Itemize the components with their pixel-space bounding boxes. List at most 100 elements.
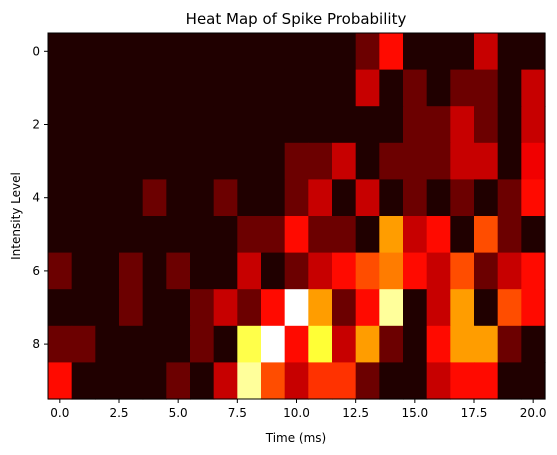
heatmap-cell [284, 142, 309, 180]
heatmap-cell [403, 216, 428, 254]
heatmap-cell [95, 325, 120, 363]
heatmap-cell [521, 142, 546, 180]
heatmap-cell [166, 325, 191, 363]
heatmap-cell [426, 142, 451, 180]
heatmap-cell [71, 106, 96, 144]
heatmap-cell [426, 362, 451, 400]
heatmap-cell [355, 106, 380, 144]
heatmap-cell [213, 142, 238, 180]
heatmap-cell [450, 33, 475, 71]
y-axis-ticks: 0 2 4 6 8 [32, 44, 48, 351]
heatmap-cell [95, 106, 120, 144]
heatmap-cell [332, 362, 357, 400]
heatmap-cell [95, 142, 120, 180]
heatmap-cell [119, 179, 144, 217]
heatmap-cell [261, 252, 286, 290]
heatmap-cell [379, 106, 404, 144]
heatmap-cell [497, 33, 522, 71]
heatmap-cell [284, 252, 309, 290]
heatmap-cell [284, 179, 309, 217]
heatmap-cell [95, 33, 120, 71]
heatmap-cell [237, 142, 262, 180]
heatmap-cell [355, 69, 380, 107]
heatmap-cell [166, 362, 191, 400]
y-tick-label: 0 [32, 44, 40, 58]
heatmap-cell [284, 33, 309, 71]
heatmap-cell [213, 69, 238, 107]
heatmap-cell [308, 289, 333, 327]
heatmap-cell [308, 142, 333, 180]
heatmap-cell [450, 216, 475, 254]
heatmap-cell [71, 142, 96, 180]
heatmap-cell [332, 289, 357, 327]
heatmap-cell [497, 252, 522, 290]
heatmap-cell [261, 325, 286, 363]
heatmap-cell [426, 69, 451, 107]
heatmap-cell [355, 362, 380, 400]
heatmap-cell [355, 33, 380, 71]
heatmap-cell [71, 216, 96, 254]
x-axis-ticks: 0.0 2.5 5.0 7.5 10.0 12.5 15.0 17.5 20.0 [50, 399, 547, 420]
heatmap-cell [379, 33, 404, 71]
heatmap-cell [261, 69, 286, 107]
heatmap-cell [95, 289, 120, 327]
heatmap-cell [142, 289, 167, 327]
heatmap-cell [142, 142, 167, 180]
heatmap-cell [426, 33, 451, 71]
heatmap-cell [379, 362, 404, 400]
x-tick-label: 12.5 [342, 406, 369, 420]
heatmap-cell [237, 362, 262, 400]
heatmap-cell [521, 289, 546, 327]
heatmap-cell [119, 69, 144, 107]
x-axis-label: Time (ms) [265, 431, 327, 445]
heatmap-cell [450, 289, 475, 327]
heatmap-cell [403, 325, 428, 363]
heatmap-cell [261, 106, 286, 144]
heatmap-cell [284, 362, 309, 400]
heatmap-cell [497, 106, 522, 144]
heatmap-cell [142, 252, 167, 290]
heatmap-cell [403, 289, 428, 327]
heatmap-cell [474, 179, 499, 217]
heatmap-cell [426, 106, 451, 144]
chart-title: Heat Map of Spike Probability [186, 10, 407, 28]
heatmap-cell [166, 289, 191, 327]
heatmap-cell [308, 179, 333, 217]
y-tick-label: 2 [32, 118, 40, 132]
heatmap-cell [355, 252, 380, 290]
heatmap-cell [497, 142, 522, 180]
heatmap-cell [332, 142, 357, 180]
heatmap-cell [95, 362, 120, 400]
heatmap-cell [190, 179, 215, 217]
heatmap-cell [48, 289, 73, 327]
heatmap-cell [48, 325, 73, 363]
heatmap-cell [474, 289, 499, 327]
heatmap-cell [95, 252, 120, 290]
heatmap-cell [308, 106, 333, 144]
heatmap-cell [379, 289, 404, 327]
heatmap-cell [379, 325, 404, 363]
heatmap-cell [497, 362, 522, 400]
heatmap-cell [119, 289, 144, 327]
heatmap-cell [284, 325, 309, 363]
y-tick-label: 8 [32, 337, 40, 351]
heatmap-cell [190, 289, 215, 327]
x-tick-label: 2.5 [109, 406, 128, 420]
heatmap-cell [142, 179, 167, 217]
heatmap-cell [237, 289, 262, 327]
heatmap-cell [474, 33, 499, 71]
heatmap-cell [284, 216, 309, 254]
heatmap-cell [450, 325, 475, 363]
heatmap-cell [95, 179, 120, 217]
heatmap-cell [261, 362, 286, 400]
heatmap-cell [166, 69, 191, 107]
heatmap-cell [474, 142, 499, 180]
heatmap-cell [213, 252, 238, 290]
heatmap-cell [190, 216, 215, 254]
heatmap-cell [426, 216, 451, 254]
heatmap-cell [190, 142, 215, 180]
heatmap-cell [497, 325, 522, 363]
heatmap-cell [284, 289, 309, 327]
heatmap-cell [261, 289, 286, 327]
